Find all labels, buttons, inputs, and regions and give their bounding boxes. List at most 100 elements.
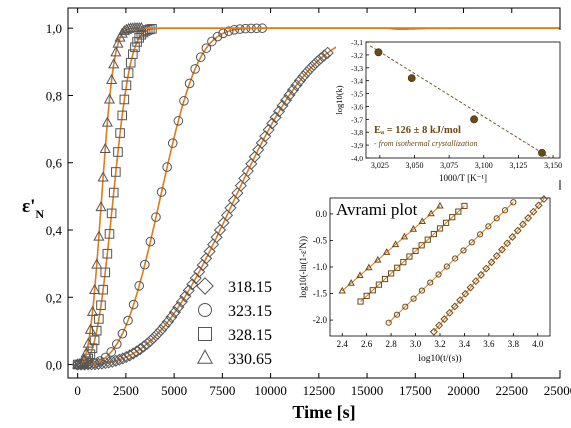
data-point	[311, 55, 324, 68]
inset2-data-point	[440, 315, 449, 324]
inset1-x-tick-label: 3,150	[544, 161, 562, 170]
x-tick-label: 17500	[399, 383, 432, 398]
legend-marker	[198, 327, 212, 341]
inset2-data-point	[374, 255, 382, 263]
data-point	[113, 147, 123, 157]
data-point	[123, 315, 133, 326]
data-point	[300, 66, 313, 79]
inset2-data-point	[461, 289, 470, 298]
inset2-data-point	[501, 207, 509, 214]
inset2-y-tick-label: -1.0	[313, 262, 328, 272]
fit-curve	[77, 27, 560, 366]
data-point	[286, 83, 300, 97]
legend-label: 323.15	[228, 303, 272, 320]
inset1-y-tick-label: -4,0	[351, 154, 363, 163]
inset2-data-point	[539, 195, 548, 204]
data-point	[321, 46, 334, 59]
inset1-y-tick-label: -3,9	[351, 141, 363, 150]
data-point	[229, 25, 240, 35]
data-point	[167, 138, 178, 148]
data-point	[113, 353, 126, 366]
data-point	[112, 339, 122, 349]
legend-marker	[198, 303, 212, 317]
legend-label: 328.15	[228, 327, 272, 344]
x-tick-label: 12500	[303, 383, 336, 398]
data-point	[99, 142, 111, 153]
data-point	[290, 79, 303, 92]
inset2-data-point	[347, 279, 355, 286]
data-point	[276, 99, 289, 112]
inset2-data-point	[382, 248, 391, 255]
inset1-y-tick-label: -3,7	[351, 115, 363, 124]
data-point	[179, 96, 189, 106]
inset2-data-point	[436, 201, 444, 209]
data-point	[283, 88, 296, 102]
inset2-x-tick-label: 3.8	[508, 339, 520, 349]
inset1-data-point	[374, 48, 383, 57]
data-point	[98, 284, 108, 295]
inset2-data-point	[410, 295, 417, 302]
data-point	[115, 128, 125, 138]
inset1-x-tick-label: 3,100	[475, 161, 493, 170]
inset1-x-tick-label: 3,075	[440, 161, 458, 170]
data-point	[130, 345, 143, 358]
data-point	[201, 43, 212, 53]
y-axis-label: ε'N	[22, 196, 44, 221]
inset1-data-point	[470, 115, 478, 124]
data-point	[91, 258, 103, 269]
inset2-data-point	[508, 233, 517, 241]
data-point	[97, 171, 109, 182]
inset2-data-point	[477, 270, 485, 279]
data-point	[128, 49, 138, 59]
data-point	[144, 334, 157, 347]
inset2-data-point	[450, 302, 459, 311]
data-point	[266, 117, 279, 130]
data-point	[195, 52, 206, 63]
y-tick-label: 0,6	[46, 156, 63, 171]
inset1-y-tick-label: -3,5	[351, 90, 363, 99]
data-point	[111, 167, 121, 177]
inset2-x-tick-label: 3.2	[434, 339, 445, 349]
data-point	[186, 278, 199, 291]
legend-marker	[196, 277, 214, 295]
inset1-fit-line	[369, 45, 551, 159]
inset2-x-tick-label: 2.4	[337, 339, 349, 349]
inset2-x-axis-label: log10(t/(s))	[418, 353, 461, 364]
x-axis-label: Time [s]	[292, 402, 355, 422]
data-point	[78, 353, 90, 364]
data-point	[154, 324, 168, 337]
y-tick-label: 1,0	[46, 21, 62, 36]
data-point	[100, 267, 111, 278]
data-point	[172, 301, 185, 314]
data-point	[318, 49, 331, 62]
y-tick-label: 0,8	[46, 88, 62, 103]
inset2-data-point	[381, 275, 389, 283]
inset2-data-point	[455, 208, 462, 215]
inset2-data-point	[427, 279, 434, 286]
data-point	[307, 58, 320, 71]
inset1-y-tick-label: -3,4	[351, 77, 363, 86]
legend-label: 330.65	[228, 351, 272, 368]
inset2-x-tick-label: 4.0	[532, 339, 544, 349]
inset2-data-point	[529, 207, 538, 216]
inset2-data-point	[435, 321, 444, 330]
data-point	[297, 70, 310, 83]
inset2-data-point	[429, 327, 438, 336]
inset1-x-tick-label: 3,050	[406, 161, 424, 170]
data-point	[91, 325, 102, 336]
arrhenius-inset: 3,025 3,050 3,075 3,100 3,125 3,150 -3,1 -3,2 -3…	[334, 30, 562, 183]
data-point	[103, 93, 116, 104]
legend-marker	[197, 349, 213, 364]
inset2-y-axis-label: log10(-ln(1-ε'N))	[298, 236, 308, 298]
inset1-annotation: Eₐ = 126 ± 8 kJ/mol	[374, 125, 461, 136]
x-tick-label: 15000	[351, 383, 384, 398]
inset2-data-point	[498, 245, 506, 254]
data-point	[314, 52, 327, 65]
inset2-x-tick-label: 3.0	[410, 339, 422, 349]
inset2-fit-line	[433, 198, 545, 333]
data-point	[184, 78, 195, 89]
inset2-x-tick-label: 2.6	[361, 339, 373, 349]
inset2-data-point	[363, 292, 370, 299]
data-point	[161, 315, 175, 328]
